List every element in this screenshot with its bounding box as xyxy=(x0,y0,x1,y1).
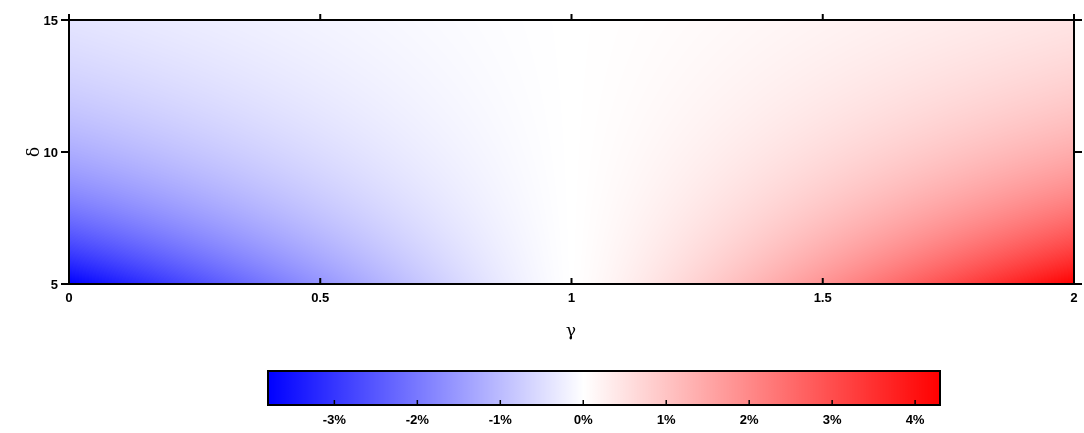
y-tick-label-1: 10 xyxy=(44,145,58,160)
heatmap-field xyxy=(69,20,1074,284)
colorbar-tick-label-7: 4% xyxy=(906,412,925,427)
colorbar xyxy=(267,370,941,406)
colorbar-tick-label-3: 0% xyxy=(574,412,593,427)
y-tick-label-2: 15 xyxy=(44,13,58,28)
y-tick-label-0: 5 xyxy=(51,277,58,292)
x-tick-label-1: 0.5 xyxy=(311,290,329,305)
x-tick-label-0: 0 xyxy=(65,290,72,305)
x-tick-label-3: 1.5 xyxy=(814,290,832,305)
x-tick-label-2: 1 xyxy=(568,290,575,305)
colorbar-tick-label-1: -2% xyxy=(406,412,430,427)
colorbar-tick-label-2: -1% xyxy=(489,412,513,427)
colorbar-ticks: -3% -2% -1% 0% 1% 2% 3% 4% xyxy=(323,400,925,427)
x-axis-label: γ xyxy=(566,321,576,341)
colorbar-tick-label-6: 3% xyxy=(823,412,842,427)
x-tick-label-4: 2 xyxy=(1070,290,1077,305)
y-axis-ticks: 5 10 15 xyxy=(44,13,1082,292)
y-axis-label: δ xyxy=(24,147,44,157)
colorbar-tick-label-4: 1% xyxy=(657,412,676,427)
colorbar-tick-label-0: -3% xyxy=(323,412,347,427)
colorbar-tick-label-5: 2% xyxy=(740,412,759,427)
